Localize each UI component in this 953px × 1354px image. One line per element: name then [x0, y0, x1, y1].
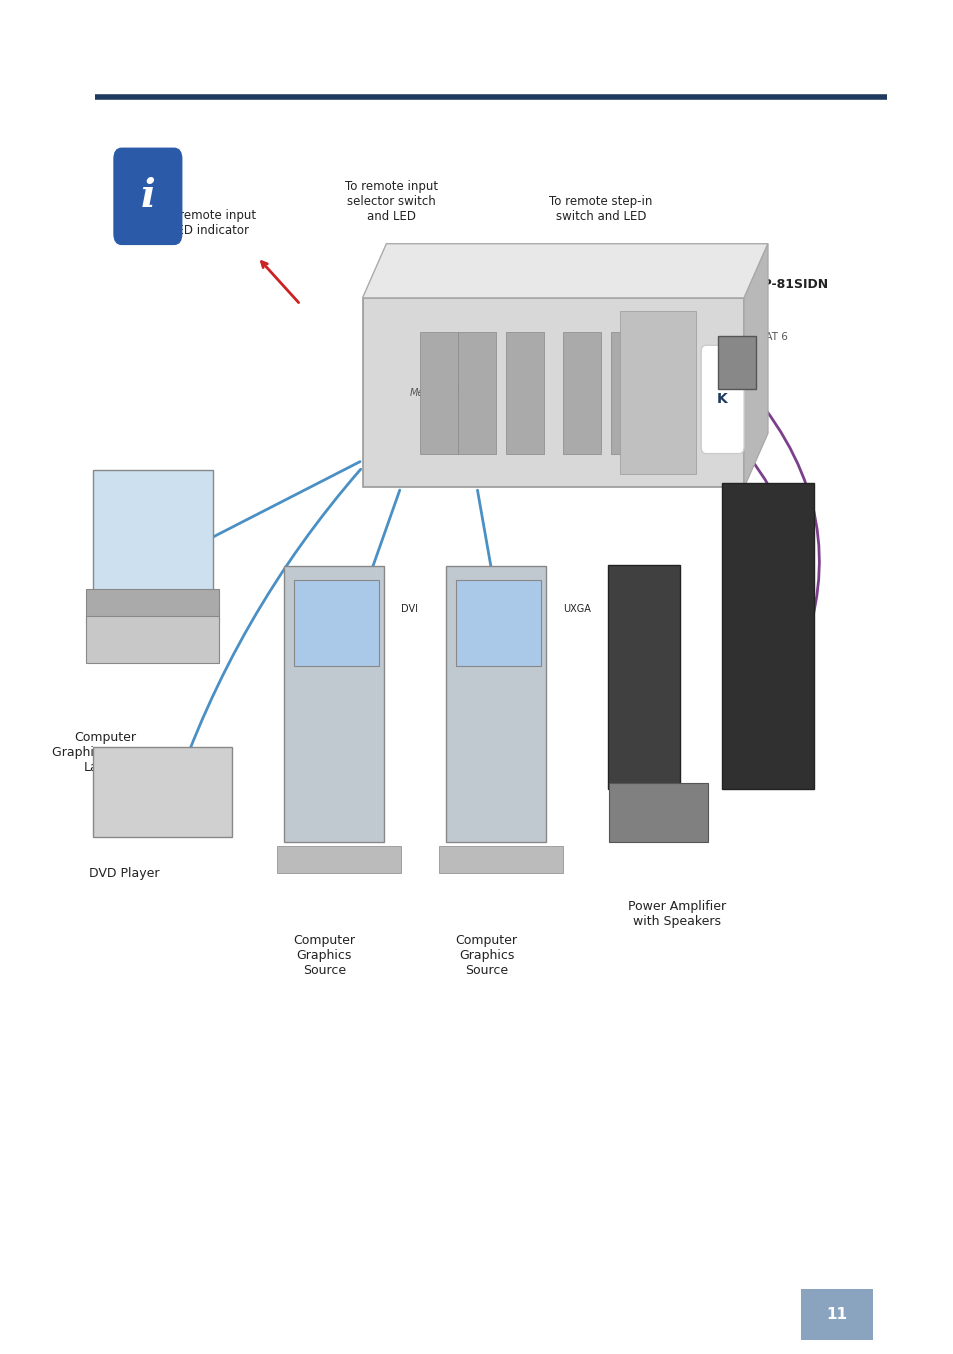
Text: Computer
Graphics
Source: Computer Graphics Source [294, 934, 355, 978]
FancyBboxPatch shape [608, 783, 707, 842]
Text: To
VP-81SIDN: To VP-81SIDN [753, 263, 828, 291]
Text: To remote input
LED indicator: To remote input LED indicator [163, 209, 256, 237]
FancyBboxPatch shape [284, 566, 383, 842]
Text: DP: DP [152, 563, 166, 574]
Text: Computer
Graphics Source/
Laptop: Computer Graphics Source/ Laptop [51, 731, 158, 774]
Text: Power Amplifier
with Speakers: Power Amplifier with Speakers [628, 900, 725, 929]
FancyBboxPatch shape [114, 148, 181, 244]
FancyBboxPatch shape [718, 336, 755, 389]
Text: 11: 11 [825, 1307, 846, 1323]
Text: To remote step-in
switch and LED: To remote step-in switch and LED [549, 195, 652, 223]
FancyBboxPatch shape [456, 580, 540, 666]
Text: DVI: DVI [400, 604, 417, 615]
Text: CAT 6: CAT 6 [758, 332, 787, 341]
FancyBboxPatch shape [700, 345, 743, 454]
Text: DVD Player: DVD Player [89, 867, 159, 880]
FancyBboxPatch shape [92, 470, 213, 600]
Text: UXGA: UXGA [562, 604, 590, 615]
Text: Audio: Audio [672, 799, 681, 823]
FancyBboxPatch shape [457, 332, 496, 454]
FancyBboxPatch shape [801, 1289, 872, 1340]
FancyBboxPatch shape [86, 589, 219, 623]
FancyBboxPatch shape [294, 580, 378, 666]
FancyBboxPatch shape [419, 332, 457, 454]
FancyBboxPatch shape [505, 332, 543, 454]
Polygon shape [362, 244, 767, 298]
Text: K: K [716, 393, 727, 406]
FancyBboxPatch shape [562, 332, 600, 454]
Text: MegaTOOLS®: MegaTOOLS® [410, 387, 479, 398]
Text: To remote input
selector switch
and LED: To remote input selector switch and LED [344, 180, 437, 223]
FancyBboxPatch shape [610, 332, 648, 454]
Polygon shape [743, 244, 767, 487]
FancyBboxPatch shape [607, 565, 679, 789]
FancyBboxPatch shape [92, 747, 232, 837]
Text: Audio: Audio [152, 516, 180, 527]
FancyBboxPatch shape [446, 566, 545, 842]
FancyBboxPatch shape [276, 846, 400, 873]
FancyBboxPatch shape [721, 483, 813, 789]
FancyBboxPatch shape [438, 846, 562, 873]
FancyBboxPatch shape [86, 616, 219, 663]
FancyArrowPatch shape [726, 443, 788, 676]
FancyBboxPatch shape [619, 311, 696, 474]
FancyBboxPatch shape [362, 298, 743, 487]
Text: HDMI: HDMI [162, 787, 189, 798]
Text: Computer
Graphics
Source: Computer Graphics Source [456, 934, 517, 978]
Text: i: i [140, 177, 155, 215]
